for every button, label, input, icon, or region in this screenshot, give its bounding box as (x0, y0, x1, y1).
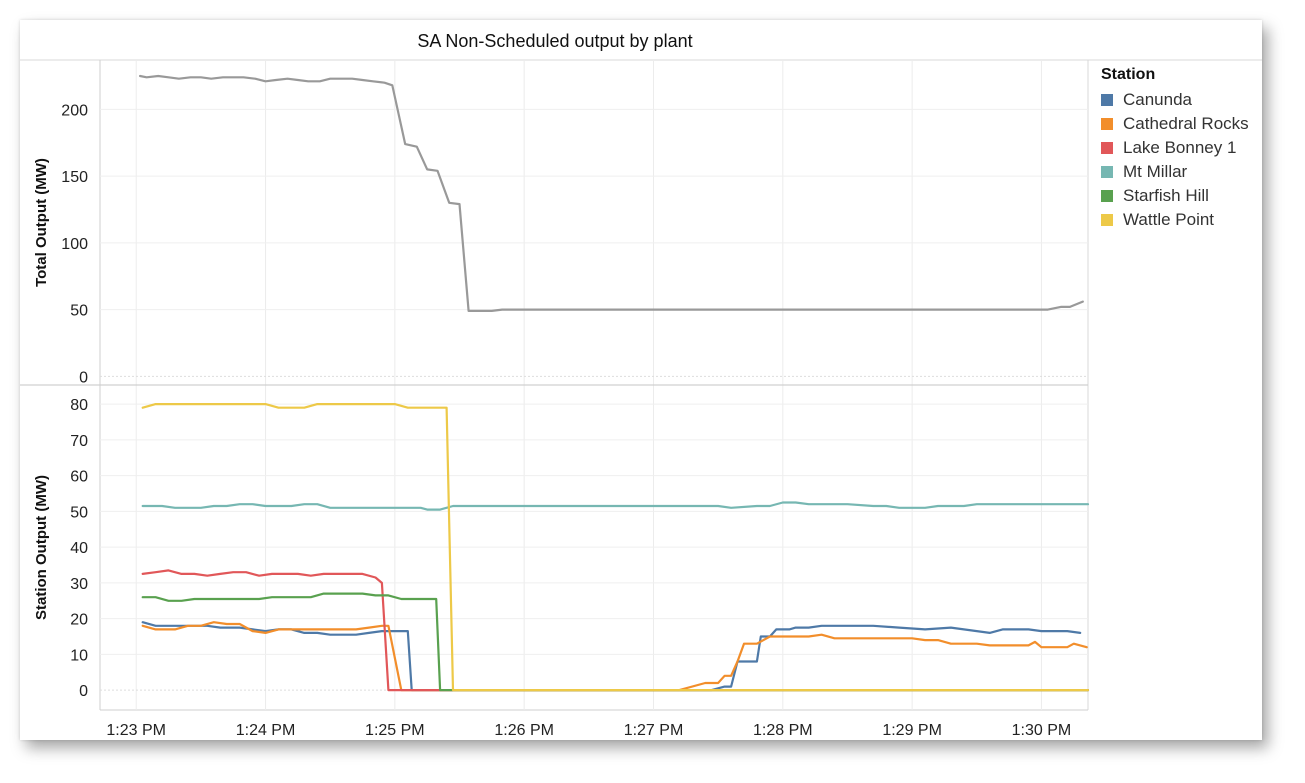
y-tick-label: 0 (79, 683, 88, 700)
y-axis-title: Total Output (MW) (33, 158, 50, 287)
series-line-total[interactable] (139, 74, 1084, 312)
x-tick-label: 1:26 PM (494, 722, 554, 739)
legend-item-cathedral-rocks[interactable]: Cathedral Rocks (1101, 112, 1249, 136)
plot-area: 1:23 PM 1:24 PM 1:25 PM 1:26 PM 1:27 PM 1:28 … (20, 59, 1262, 739)
legend-item-canunda[interactable]: Canunda (1101, 88, 1249, 112)
legend-label: Cathedral Rocks (1123, 114, 1249, 133)
x-tick-label: 1:23 PM (106, 722, 166, 739)
legend-item-starfish-hill[interactable]: Starfish Hill (1101, 184, 1249, 208)
chart-card: SA Non-Scheduled output by plant 1:23 PM… (20, 20, 1262, 740)
legend-swatch (1101, 94, 1113, 106)
series-line-wattle-point[interactable] (141, 403, 1090, 692)
x-tick-label: 1:24 PM (236, 722, 296, 739)
y-tick-label: 50 (70, 504, 88, 521)
chart-title: SA Non-Scheduled output by plant (417, 31, 692, 51)
series-line-mt-millar[interactable] (141, 501, 1090, 511)
y-tick-label: 20 (70, 612, 88, 629)
legend-label: Starfish Hill (1123, 186, 1209, 205)
y-tick-label: 80 (70, 397, 88, 414)
y-tick-label: 40 (70, 540, 88, 557)
y-tick-label: 70 (70, 433, 88, 450)
legend-item-lake-bonney-1[interactable]: Lake Bonney 1 (1101, 136, 1249, 160)
y-tick-label: 200 (61, 102, 88, 119)
y-tick-label: 10 (70, 647, 88, 664)
legend-title: Station (1101, 66, 1156, 83)
x-tick-label: 1:30 PM (1012, 722, 1072, 739)
legend-swatch (1101, 142, 1113, 154)
legend-label: Mt Millar (1123, 162, 1188, 181)
legend: Station Canunda Cathedral Rocks Lake Bonne… (1101, 66, 1249, 232)
legend-item-mt-millar[interactable]: Mt Millar (1101, 160, 1249, 184)
legend-label: Wattle Point (1123, 210, 1215, 229)
y-tick-label: 150 (61, 169, 88, 186)
y-tick-label: 60 (70, 469, 88, 486)
legend-item-wattle-point[interactable]: Wattle Point (1101, 208, 1249, 232)
chart-svg: SA Non-Scheduled output by plant 1:23 PM… (20, 31, 1262, 739)
legend-swatch (1101, 118, 1113, 130)
y-tick-label: 50 (70, 303, 88, 320)
legend-label: Canunda (1123, 90, 1193, 109)
y-tick-label: 0 (79, 369, 88, 386)
x-tick-label: 1:28 PM (753, 722, 813, 739)
legend-swatch (1101, 214, 1113, 226)
x-tick-label: 1:25 PM (365, 722, 425, 739)
x-tick-label: 1:27 PM (624, 722, 684, 739)
y-axis-title: Station Output (MW) (33, 475, 50, 620)
series-line-cathedral-rocks[interactable] (141, 621, 1088, 692)
legend-swatch (1101, 166, 1113, 178)
legend-items: Canunda Cathedral Rocks Lake Bonney 1 Mt Mi… (1101, 88, 1249, 232)
y-tick-label: 30 (70, 576, 88, 593)
x-tick-label: 1:29 PM (882, 722, 942, 739)
legend-label: Lake Bonney 1 (1123, 138, 1237, 157)
legend-swatch (1101, 190, 1113, 202)
series-line-canunda[interactable] (141, 621, 1082, 692)
y-tick-label: 100 (61, 236, 88, 253)
